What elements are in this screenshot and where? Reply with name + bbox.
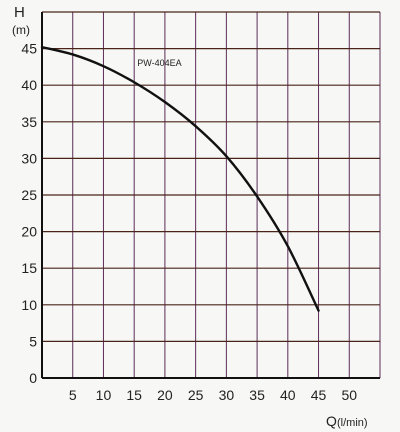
x-tick-label: 35 [249,387,265,403]
y-tick-label: 25 [21,187,37,203]
x-tick-label: 20 [157,387,173,403]
tick-labels: 0 5 10 15 20 25 30 35 40 45 5 10 15 20 25 30 35 40 45 50 [21,41,357,403]
x-tick-label: 50 [341,387,357,403]
y-tick-label: 0 [29,370,37,386]
x-tick-label: 15 [126,387,142,403]
y-tick-label: 15 [21,260,37,276]
y-tick-label: 30 [21,150,37,166]
y-axis-title: H [14,4,25,21]
y-tick-label: 20 [21,224,37,240]
x-axis-unit: (l/min) [337,417,368,429]
y-tick-label: 40 [21,77,37,93]
y-tick-label: 5 [29,333,37,349]
x-tick-label: 10 [96,387,112,403]
axes [41,12,380,379]
x-tick-label: 30 [219,387,235,403]
x-tick-label: 25 [188,387,204,403]
series-layer: PW-404EA [40,45,320,312]
y-axis-unit: (m) [12,23,30,37]
x-tick-label: 40 [280,387,296,403]
x-tick-label: 45 [311,387,327,403]
y-tick-label: 35 [21,114,37,130]
x-axis-title: Q [326,413,337,429]
series-label: PW-404EA [137,58,181,68]
series-line [40,45,320,312]
y-tick-label: 45 [21,41,37,57]
grid [42,11,381,378]
y-tick-label: 10 [21,297,37,313]
x-tick-label: 5 [69,387,77,403]
